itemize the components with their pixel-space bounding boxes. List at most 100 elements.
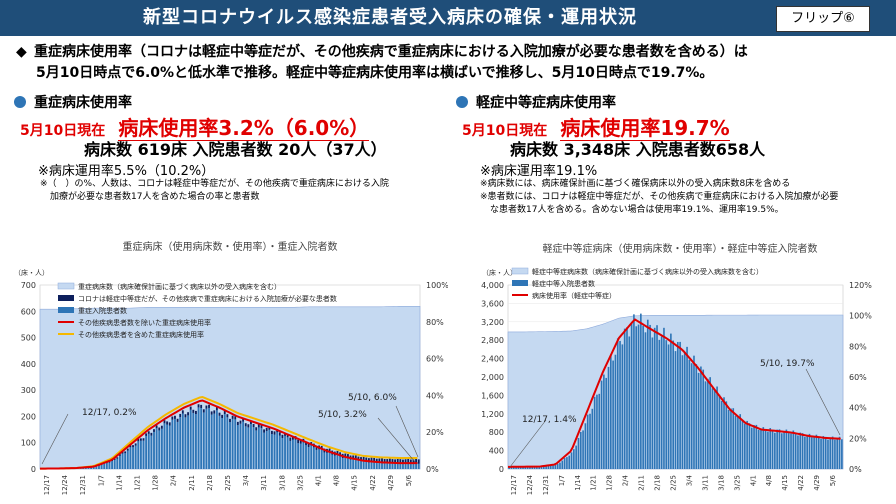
- patient-bar: [642, 325, 644, 469]
- patient-bar: [584, 423, 587, 469]
- patient-bar: [510, 466, 513, 469]
- patient-bar: [744, 423, 746, 469]
- x-tick-label: 2/25: [224, 475, 232, 491]
- patient-bar: [672, 340, 674, 469]
- other-disease-bar: [291, 436, 294, 440]
- patient-bar: [344, 457, 347, 469]
- other-disease-bar: [168, 422, 171, 426]
- y-tick-label: 600: [21, 307, 36, 316]
- x-tick-label: 12/17: [510, 475, 518, 495]
- patient-bar: [771, 429, 774, 469]
- other-disease-bar: [181, 410, 184, 414]
- patient-bar: [160, 428, 163, 469]
- right-section-title: 軽症中等症病床使用率: [456, 92, 616, 112]
- patient-bar: [121, 453, 124, 469]
- patient-bar: [147, 433, 150, 469]
- patient-bar: [357, 460, 360, 469]
- other-disease-bar: [236, 421, 239, 426]
- annotation-leader: [41, 413, 69, 465]
- patient-bar: [365, 461, 368, 469]
- other-disease-bar: [137, 438, 140, 442]
- patient-bar: [653, 327, 656, 469]
- title-bar: [0, 0, 896, 36]
- patient-bar: [549, 465, 552, 469]
- legend-swatch: [511, 267, 529, 275]
- legend-swatch: [57, 282, 75, 290]
- y-tick-label: 1,600: [481, 391, 504, 400]
- patient-bar: [589, 413, 591, 469]
- patient-bar: [801, 433, 804, 469]
- patient-bar: [108, 462, 111, 469]
- other-disease-bar: [142, 438, 145, 441]
- patient-bar: [711, 388, 714, 469]
- patient-bar: [367, 462, 370, 469]
- patient-bar: [827, 439, 829, 469]
- patient-bar: [596, 394, 598, 469]
- patient-bar: [347, 458, 349, 469]
- patient-bar: [273, 434, 276, 469]
- other-disease-bar: [171, 416, 174, 420]
- patient-bar: [302, 442, 305, 469]
- patient-bar: [378, 462, 381, 469]
- patient-bar: [640, 313, 642, 469]
- legend-label: その他疾病患者数を除いた重症病床使用率: [78, 318, 211, 327]
- patient-bar: [658, 339, 661, 469]
- patient-bar: [649, 324, 651, 469]
- y2-tick-label: 0%: [849, 465, 862, 474]
- patient-bar: [619, 340, 621, 469]
- patient-bar: [713, 390, 716, 469]
- patient-bar: [126, 450, 129, 469]
- other-disease-bar: [402, 459, 404, 465]
- patient-bar: [271, 434, 273, 469]
- right-date: 5月10日現在: [462, 123, 548, 139]
- patient-bar: [381, 462, 383, 469]
- patient-bar: [690, 363, 693, 469]
- patient-bar: [725, 401, 728, 469]
- patient-bar: [388, 463, 391, 469]
- patient-bar: [95, 466, 98, 469]
- right-note-3: ※患者数には、コロナは軽症中等症だが、その他疾病で重症病床における入院加療が必要: [480, 192, 839, 202]
- other-disease-bar: [257, 424, 260, 428]
- other-disease-bar: [396, 458, 399, 464]
- left-note-2: ※（ ）の%、人数は、コロナは軽症中等症だが、その他疾病で重症病床における入院: [40, 179, 389, 189]
- patient-bar: [352, 459, 355, 469]
- patient-bar: [598, 393, 601, 469]
- patient-bar: [354, 459, 357, 469]
- patient-bar: [607, 366, 610, 469]
- patient-bar: [383, 463, 386, 469]
- patient-bar: [762, 427, 765, 469]
- right-chart-title: 軽症中等症病床（使用病床数・使用率）・軽症中等症入院者数: [542, 244, 818, 255]
- patient-bar: [776, 429, 778, 469]
- patient-bar: [610, 355, 612, 469]
- patient-bar: [116, 458, 119, 469]
- patient-bar: [635, 326, 638, 469]
- other-disease-bar: [250, 420, 252, 425]
- y2-tick-label: 100%: [426, 281, 448, 290]
- patient-bar: [192, 412, 195, 469]
- x-tick-label: 4/1: [314, 475, 322, 486]
- patient-bar: [670, 333, 672, 469]
- other-disease-bar: [255, 427, 258, 431]
- x-tick-label: 5/6: [405, 474, 413, 486]
- x-tick-label: 4/29: [813, 475, 821, 491]
- patient-bar: [168, 425, 171, 469]
- patient-bar: [667, 344, 670, 469]
- patient-bar: [686, 346, 688, 469]
- other-disease-bar: [113, 458, 116, 460]
- other-disease-bar: [381, 458, 383, 463]
- other-disease-bar: [179, 413, 182, 418]
- patient-bar: [291, 439, 294, 469]
- other-disease-bar: [150, 432, 153, 436]
- y2-tick-label: 60%: [849, 373, 867, 382]
- other-disease-bar: [271, 430, 273, 435]
- patient-bar: [260, 428, 263, 469]
- patient-bar: [824, 436, 827, 469]
- patient-bar: [522, 467, 524, 469]
- patient-bar: [375, 463, 378, 469]
- patient-bar: [707, 378, 709, 469]
- other-disease-bar: [163, 420, 166, 424]
- patient-bar: [187, 415, 189, 469]
- other-disease-bar: [208, 404, 210, 408]
- patient-bar: [339, 456, 341, 469]
- patient-bar: [683, 351, 686, 469]
